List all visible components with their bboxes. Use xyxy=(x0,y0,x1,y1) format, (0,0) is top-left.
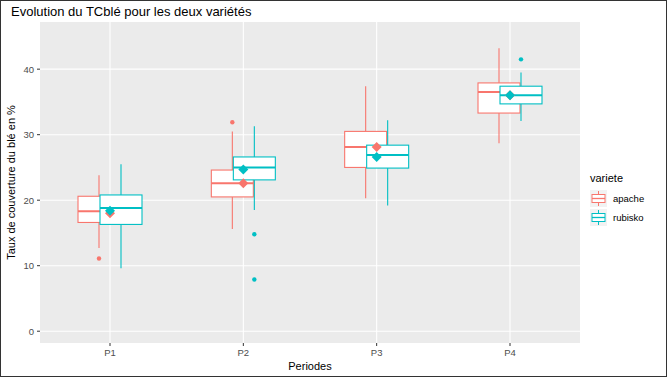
whisker-low xyxy=(387,168,388,205)
y-tick xyxy=(37,200,40,201)
legend-key xyxy=(590,209,607,226)
legend-label: rubisko xyxy=(613,212,644,223)
x-tick xyxy=(510,343,511,346)
title: Evolution du TCblé pour les deux variété… xyxy=(11,4,252,19)
mean xyxy=(505,90,515,100)
x-tick-label: P2 xyxy=(238,347,250,358)
y-tick-label: 20 xyxy=(23,195,34,206)
box-group xyxy=(478,48,520,143)
whisker-high xyxy=(498,48,499,83)
whisker-high xyxy=(365,86,366,131)
whisker-high xyxy=(120,164,121,195)
legend-key xyxy=(590,190,607,207)
x-tick-label: P1 xyxy=(104,347,116,358)
grid-line-x xyxy=(109,22,110,343)
outlier xyxy=(97,256,101,260)
whisker-low xyxy=(365,167,366,198)
box-group xyxy=(233,126,275,281)
box xyxy=(100,195,142,224)
box xyxy=(367,145,409,168)
mean xyxy=(372,142,382,152)
whisker-low xyxy=(498,113,499,143)
mean xyxy=(505,90,515,100)
y-tick-label: 10 xyxy=(23,260,34,271)
y-tick-label: 30 xyxy=(23,129,34,140)
y-tick xyxy=(37,69,40,70)
grid-line-x xyxy=(509,22,510,343)
outlier xyxy=(252,232,256,236)
whisker-low xyxy=(520,104,521,121)
whisker-low xyxy=(254,180,255,210)
y-tick xyxy=(37,134,40,135)
y-tick xyxy=(37,265,40,266)
legend-key-bg xyxy=(590,209,607,226)
legend-box xyxy=(592,195,605,203)
box-group xyxy=(100,164,142,268)
outlier xyxy=(519,57,523,61)
x-tick-label: P3 xyxy=(371,347,383,358)
legend-median xyxy=(592,198,605,199)
x-tick-label: P4 xyxy=(504,347,516,358)
box-group xyxy=(345,86,387,198)
whisker-high xyxy=(520,72,521,86)
legend-median xyxy=(592,217,605,218)
chart: 0 10 20 30 40 P1 P2 P3 P4 Evolution du TCblé pour… xyxy=(0,0,667,377)
mean xyxy=(238,164,248,174)
grid-line-x xyxy=(376,22,377,343)
panel xyxy=(40,22,580,343)
legend-key-bg xyxy=(590,190,607,207)
mean xyxy=(105,206,115,216)
grid-line xyxy=(40,331,580,332)
x-tick xyxy=(243,343,244,346)
whisker-low xyxy=(120,224,121,268)
mean xyxy=(372,152,382,162)
whisker-high xyxy=(387,120,388,145)
y-axis-title: Taux de couverture du blé en % xyxy=(5,105,17,260)
whisker-high xyxy=(232,131,233,170)
whisker-low xyxy=(98,222,99,248)
x-tick xyxy=(376,343,377,346)
legend-title: variete xyxy=(590,172,623,184)
outlier xyxy=(252,277,256,281)
legend-box xyxy=(592,214,605,222)
outlier xyxy=(230,120,234,124)
y-tick-label: 0 xyxy=(29,326,34,337)
mean xyxy=(238,178,248,188)
x-axis-title: Periodes xyxy=(288,360,332,372)
frame xyxy=(1,1,667,377)
box xyxy=(233,157,275,180)
y-tick-label: 40 xyxy=(23,64,34,75)
box xyxy=(500,86,542,104)
legend-label: apache xyxy=(613,193,644,204)
whisker-high xyxy=(254,126,255,157)
box-group xyxy=(367,120,409,205)
y-tick xyxy=(37,331,40,332)
marks xyxy=(78,48,542,281)
whisker-high xyxy=(98,175,99,196)
whisker-low xyxy=(232,197,233,229)
box-group xyxy=(500,57,542,121)
median xyxy=(100,207,142,209)
x-tick xyxy=(110,343,111,346)
